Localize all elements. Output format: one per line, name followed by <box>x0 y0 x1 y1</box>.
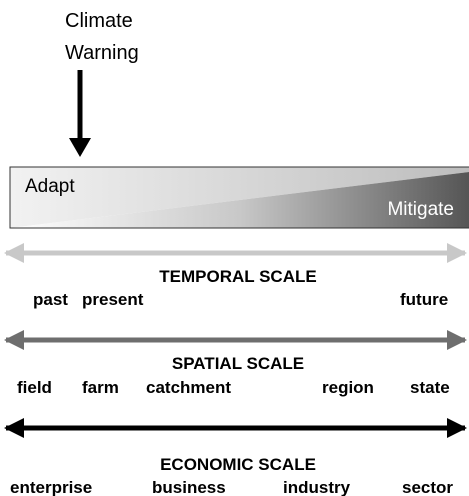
climate-warning: Climate Warning <box>65 10 139 64</box>
scale: ECONOMIC SCALE enterprise business industry… <box>10 455 453 496</box>
adapt-label: Adapt <box>25 176 75 197</box>
scale-label: state <box>410 378 450 397</box>
scale-label: business <box>152 478 226 496</box>
scale-label: field <box>17 378 52 397</box>
scale-label: past <box>33 290 68 309</box>
adapt-region <box>10 167 469 228</box>
mitigate-region <box>10 172 469 228</box>
scale-label: enterprise <box>10 478 92 496</box>
scale: SPATIAL SCALE field farm catchment region sta… <box>17 354 450 397</box>
warning-arrowhead <box>69 138 91 157</box>
scale-label: sector <box>402 478 453 496</box>
mitigate-label: Mitigate <box>387 199 454 220</box>
scale-title: ECONOMIC SCALE <box>160 455 316 474</box>
scale-title: TEMPORAL SCALE <box>159 267 316 286</box>
gradient-box <box>9 166 469 229</box>
warning-line: Warning <box>65 42 139 64</box>
scale-label: industry <box>283 478 351 496</box>
scale-label: future <box>400 290 448 309</box>
scale-label: present <box>82 290 144 309</box>
warning-line: Climate <box>65 10 133 32</box>
scale-label: catchment <box>146 378 231 397</box>
scale-label: farm <box>82 378 119 397</box>
scale: TEMPORAL SCALE past present future <box>33 267 448 309</box>
scale-label: region <box>322 378 374 397</box>
scale-title: SPATIAL SCALE <box>172 354 304 373</box>
